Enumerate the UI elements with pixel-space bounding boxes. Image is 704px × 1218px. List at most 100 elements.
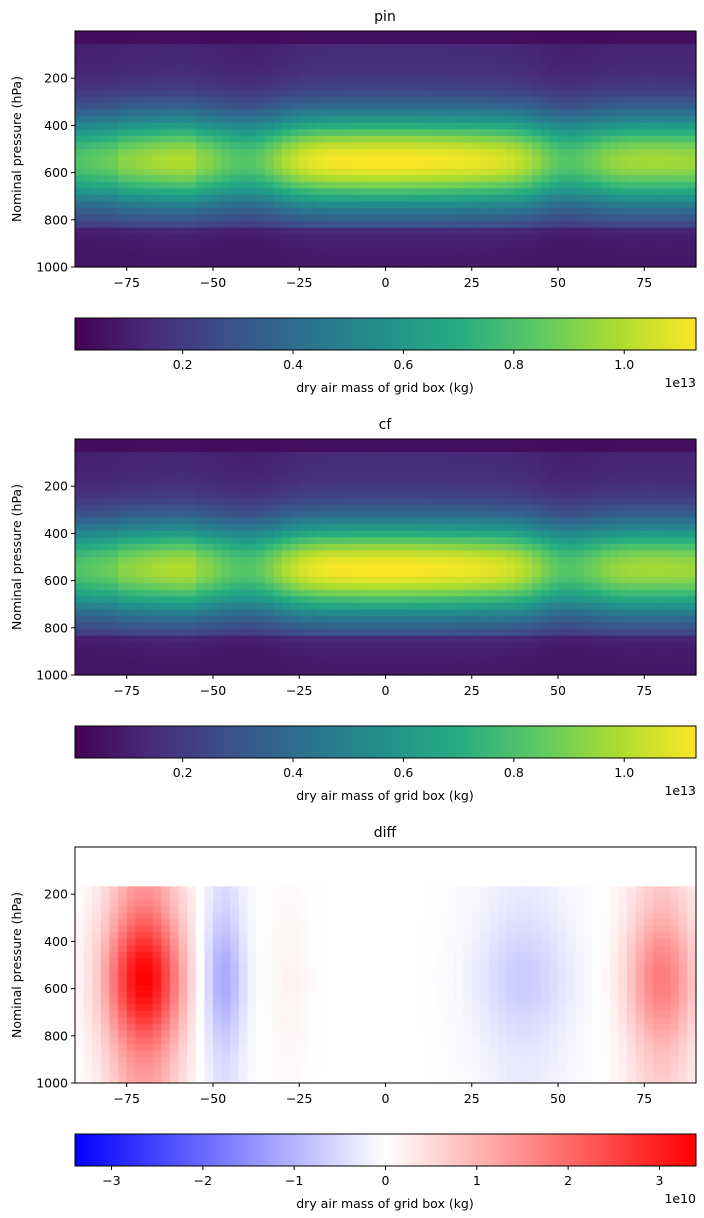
heatmap-cell [583, 260, 594, 268]
heatmap-cell [411, 168, 421, 176]
heatmap-cell [549, 543, 559, 552]
heatmap-cell [376, 214, 387, 222]
heatmap-cell [299, 194, 309, 203]
heatmap-cell [394, 642, 404, 650]
heatmap-cell [299, 609, 309, 617]
heatmap-cell [609, 181, 619, 189]
heatmap-cell [359, 109, 369, 117]
heatmap-cell [480, 491, 490, 499]
heatmap-cell [92, 458, 102, 466]
heatmap-cell [506, 63, 516, 71]
heatmap-cell [169, 76, 180, 85]
heatmap-cell [678, 583, 688, 591]
heatmap-cell [437, 570, 447, 578]
heatmap-cell [428, 116, 438, 124]
heatmap-cell [342, 622, 352, 630]
heatmap-cell [316, 221, 326, 229]
heatmap-cell [299, 478, 309, 486]
heatmap-cell [126, 155, 136, 163]
heatmap-cell [282, 478, 292, 486]
heatmap-cell [169, 570, 180, 578]
heatmap-cell [540, 57, 550, 65]
heatmap-cell [316, 629, 326, 637]
heatmap-cell [394, 570, 404, 578]
heatmap-cell [195, 563, 205, 571]
heatmap-cell [437, 50, 447, 58]
heatmap-cell [489, 471, 499, 479]
heatmap-cell [454, 589, 464, 597]
heatmap-cell [195, 498, 205, 506]
heatmap-cell [506, 227, 516, 235]
heatmap-cell [144, 194, 154, 203]
heatmap-cell [627, 471, 637, 479]
heatmap-cell [566, 109, 576, 117]
heatmap-cell [195, 635, 205, 643]
heatmap-cell [325, 83, 335, 91]
heatmap-cell [592, 537, 602, 545]
heatmap-cell [316, 201, 326, 209]
heatmap-cell [282, 517, 292, 525]
heatmap-cell [635, 155, 645, 163]
heatmap-cell [454, 135, 464, 144]
heatmap-cell [661, 37, 671, 45]
heatmap-cell [238, 629, 249, 637]
heatmap-cell [359, 648, 369, 656]
heatmap-cell [273, 155, 283, 163]
heatmap-cell [83, 122, 93, 130]
heatmap-cell [256, 31, 266, 39]
heatmap-cell [256, 129, 266, 137]
heatmap-cell [135, 570, 145, 578]
heatmap-cell [368, 253, 378, 262]
heatmap-cell [463, 240, 473, 248]
heatmap-cell [256, 530, 266, 538]
heatmap-cell [532, 208, 542, 216]
heatmap-cell [661, 162, 671, 170]
heatmap-cell [325, 149, 335, 157]
heatmap-cell [523, 471, 533, 479]
heatmap-cell [540, 83, 550, 91]
heatmap-cell [420, 234, 430, 242]
heatmap-cell [351, 50, 361, 58]
heatmap-cell [514, 70, 525, 78]
heatmap-cell [661, 550, 671, 558]
heatmap-cell [566, 635, 576, 643]
heatmap-cell [385, 149, 395, 157]
heatmap-cell [480, 76, 490, 85]
heatmap-cell [273, 247, 283, 255]
heatmap-cell [480, 550, 490, 558]
heatmap-cell [333, 563, 343, 571]
heatmap-cell [592, 234, 602, 242]
heatmap-cell [575, 90, 585, 98]
heatmap-cell [394, 83, 404, 91]
heatmap-cell [342, 557, 352, 565]
heatmap-cell [316, 484, 326, 493]
heatmap-cell [83, 76, 93, 85]
heatmap-cell [118, 208, 128, 216]
heatmap-cell [135, 96, 145, 104]
heatmap-cell [558, 465, 568, 473]
heatmap-cell [135, 563, 145, 571]
heatmap-cell [532, 616, 542, 624]
heatmap-cell [221, 260, 231, 268]
heatmap-cell [661, 439, 671, 447]
heatmap-cell [169, 530, 180, 538]
heatmap-cell [307, 648, 318, 656]
heatmap-cell [670, 484, 680, 493]
heatmap-cell [497, 142, 507, 150]
heatmap-cell [411, 149, 421, 157]
heatmap-cell [540, 201, 550, 209]
y-tick-label: 1000 [36, 260, 68, 275]
heatmap-cell [411, 142, 421, 150]
heatmap-cell [644, 37, 654, 45]
heatmap-cell [126, 465, 136, 473]
heatmap-cell [368, 589, 378, 597]
heatmap-cell [368, 142, 378, 150]
heatmap-cell [687, 227, 697, 235]
heatmap-cell [454, 543, 464, 552]
heatmap-cell [169, 517, 180, 525]
heatmap-cell [566, 253, 576, 262]
heatmap-cell [454, 452, 464, 460]
heatmap-cell [100, 70, 111, 78]
heatmap-cell [75, 96, 85, 104]
heatmap-cell [489, 596, 499, 604]
